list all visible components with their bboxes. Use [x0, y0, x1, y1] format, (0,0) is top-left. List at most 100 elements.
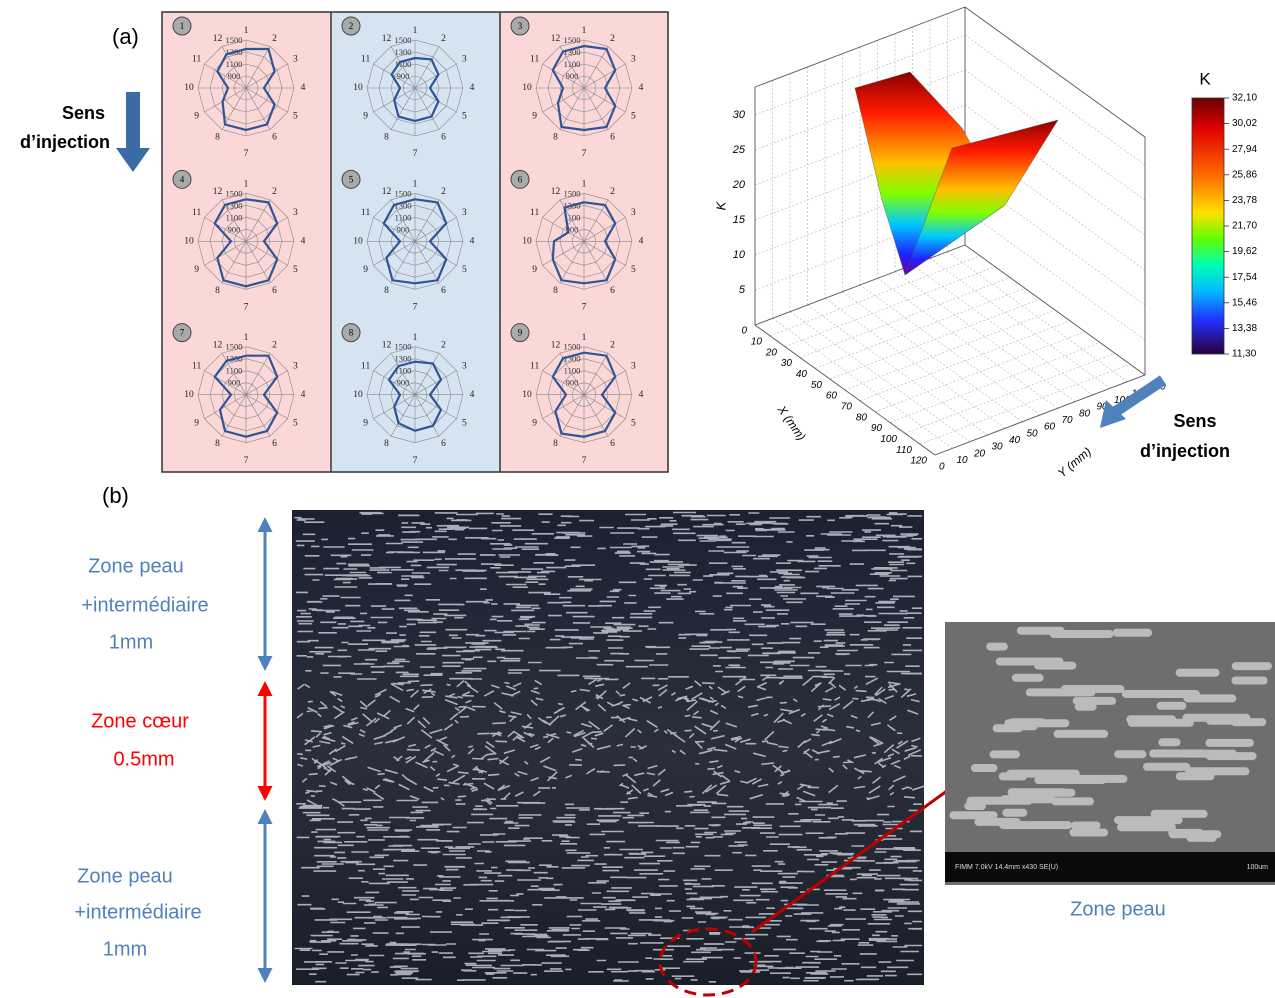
ring-label: 1100 — [226, 59, 243, 69]
grid-line — [789, 311, 971, 442]
spoke-label: 10 — [522, 83, 532, 93]
ring-label: 1500 — [564, 188, 581, 198]
spoke — [583, 241, 626, 266]
note: Sens — [62, 103, 105, 123]
ring-label: 1100 — [395, 366, 412, 376]
z-tick-label: 5 — [739, 284, 746, 296]
panel-label: (a) — [112, 24, 139, 49]
y-tick-label: 10 — [957, 455, 969, 466]
colorbar-ticks: 32,10 30,02 27,94 25,86 23,78 21,70 19,62 17,54… — [1224, 93, 1257, 360]
colorbar-tick-label: 15,46 — [1232, 297, 1257, 308]
ring-label: 1500 — [226, 188, 243, 198]
spoke — [559, 394, 585, 437]
grid-line — [947, 251, 1128, 382]
spoke-label: 9 — [532, 418, 537, 428]
cell-badge — [510, 169, 530, 189]
spoke-label: 1 — [413, 180, 418, 190]
grid-line — [889, 342, 1101, 423]
spoke-label: 7 — [582, 149, 587, 159]
ring-label: 900 — [397, 71, 410, 81]
spoke-label: 7 — [582, 456, 587, 466]
spoke-label: 12 — [382, 34, 392, 44]
spoke-label: 1 — [582, 180, 587, 190]
grid-line — [964, 209, 1146, 341]
cell-number: 3 — [518, 21, 523, 31]
cell-number: 8 — [349, 328, 354, 338]
spoke — [221, 394, 247, 437]
spoke-label: 3 — [462, 361, 467, 371]
fibers — [294, 511, 925, 983]
cell-number: 5 — [349, 174, 354, 184]
ring-label: 1300 — [395, 354, 412, 364]
spoke — [414, 63, 457, 89]
spoke — [204, 217, 247, 242]
spoke-label: 10 — [184, 390, 194, 400]
spoke-label: 4 — [639, 237, 644, 247]
spoke — [542, 241, 585, 266]
zone-label: Zone peau — [88, 555, 184, 577]
sem-footer-text: FIMM 7.0kV 14.4mm x430 SE(U) — [955, 864, 1058, 871]
y-tick-label: 60 — [1044, 422, 1056, 433]
spoke — [373, 217, 416, 242]
spoke-label: 10 — [522, 237, 532, 247]
spoke-label: 6 — [610, 286, 615, 296]
ring-label: 900 — [228, 224, 241, 234]
spoke-label: 7 — [413, 149, 418, 159]
spoke — [559, 87, 585, 130]
spoke-label: 12 — [213, 34, 223, 44]
ring-label: 1500 — [395, 35, 412, 45]
x-tick-label: 20 — [765, 347, 778, 358]
spoke — [204, 87, 247, 113]
spoke-label: 11 — [192, 208, 201, 218]
spoke-label: 8 — [384, 133, 389, 143]
y-tick-label: 0 — [939, 462, 945, 473]
colorbar-tick-label: 32,10 — [1232, 93, 1257, 104]
spoke-label: 7 — [582, 303, 587, 313]
grid-line — [964, 69, 1146, 201]
spoke-label: 11 — [530, 208, 539, 218]
y-tick-label: 20 — [973, 448, 986, 459]
spoke-label: 2 — [272, 187, 277, 197]
ring-label: 1300 — [395, 200, 412, 210]
spoke — [542, 394, 585, 419]
colorbar-tick-label: 17,54 — [1232, 272, 1257, 283]
x-tick-label: 120 — [910, 456, 927, 467]
spoke-label: 4 — [470, 390, 475, 400]
spoke-label: 11 — [530, 55, 539, 65]
ring-label: 900 — [566, 378, 579, 388]
cell-number: 1 — [180, 21, 185, 31]
spoke-label: 6 — [272, 286, 277, 296]
arrow — [116, 92, 150, 172]
spoke-label: 10 — [522, 390, 532, 400]
spoke-label: 7 — [413, 456, 418, 466]
spoke-label: 9 — [532, 265, 537, 275]
x-axis-title: X (mm) — [774, 402, 809, 443]
x-tick-label: 80 — [856, 412, 868, 423]
spoke — [414, 394, 440, 437]
spoke — [390, 87, 416, 130]
grid-line — [912, 264, 1093, 396]
spoke-label: 5 — [462, 418, 467, 428]
spoke — [221, 87, 247, 130]
spoke-label: 11 — [361, 361, 370, 371]
x-tick-label: 60 — [826, 391, 838, 402]
spoke-label: 12 — [551, 187, 561, 197]
spoke — [414, 370, 457, 395]
spoke-label: 2 — [441, 340, 446, 350]
spoke — [245, 241, 271, 284]
spoke-label: 6 — [272, 133, 277, 143]
spoke — [245, 241, 288, 266]
spoke-label: 10 — [353, 83, 363, 93]
spoke-label: 3 — [293, 208, 298, 218]
ring-label: 1500 — [226, 342, 243, 352]
spoke-label: 12 — [551, 340, 561, 350]
surface-plot: 5101520253001020304050607080901001101200… — [713, 6, 1166, 480]
highlight — [658, 927, 758, 997]
spoke-label: 2 — [610, 187, 615, 197]
spoke — [390, 352, 416, 395]
spoke-label: 2 — [272, 340, 277, 350]
x-tick-label: 110 — [896, 445, 912, 456]
